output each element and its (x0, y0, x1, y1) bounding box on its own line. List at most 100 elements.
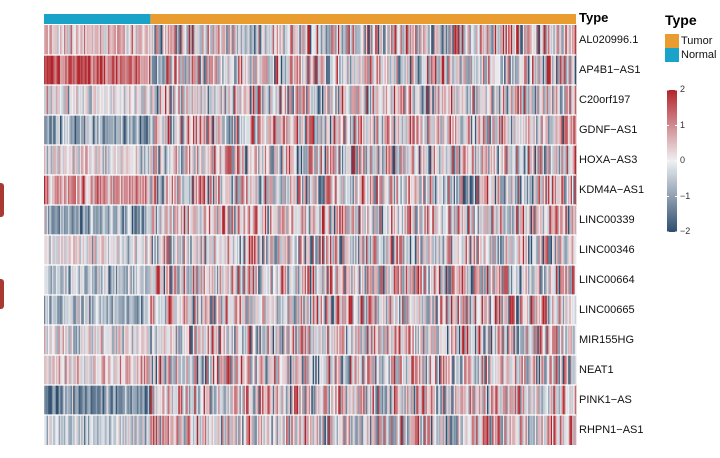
heatmap-cell (230, 355, 232, 385)
heatmap-cell (424, 175, 427, 205)
heatmap-cell (248, 175, 251, 205)
heatmap-cell (497, 235, 500, 265)
heatmap-cell (244, 355, 247, 385)
heatmap-cell (480, 25, 482, 55)
heatmap-cell (415, 295, 417, 325)
heatmap-cell (485, 295, 488, 325)
heatmap-cell (520, 355, 522, 385)
heatmap-cell (299, 295, 302, 325)
heatmap-cell (341, 355, 344, 385)
heatmap-cell (423, 25, 425, 55)
heatmap-cell (141, 145, 143, 175)
heatmap-cell (518, 325, 521, 355)
heatmap-cell (271, 355, 274, 385)
heatmap-cell (87, 175, 90, 205)
heatmap-cell (443, 355, 445, 385)
heatmap-cell (173, 175, 175, 205)
heatmap-cell (299, 205, 302, 235)
heatmap-cell (79, 325, 82, 355)
heatmap-cell (230, 145, 232, 175)
heatmap-cell (355, 85, 357, 115)
heatmap-cell (477, 205, 480, 235)
heatmap-cell (121, 235, 123, 265)
heatmap-cell (107, 265, 110, 295)
heatmap-cell (73, 235, 75, 265)
heatmap-cell (427, 205, 429, 235)
heatmap-cell (359, 25, 361, 55)
heatmap-cell (542, 175, 545, 205)
heatmap-cell (375, 325, 377, 355)
heatmap-cell (284, 385, 287, 415)
heatmap-cell (481, 175, 484, 205)
heatmap-cell (465, 355, 468, 385)
heatmap-cell (180, 55, 183, 85)
heatmap-cell (260, 85, 263, 115)
heatmap-cell (280, 115, 283, 145)
heatmap-cell (349, 85, 352, 115)
heatmap-cell (482, 295, 485, 325)
heatmap-cell (530, 265, 533, 295)
heatmap-cell (266, 325, 268, 355)
heatmap-cell (298, 295, 300, 325)
heatmap-cell (439, 235, 441, 265)
heatmap-cell (179, 295, 182, 325)
heatmap-cell (50, 25, 53, 55)
heatmap-cell (317, 175, 320, 205)
heatmap-cell (228, 325, 231, 355)
heatmap-cell (228, 55, 231, 85)
heatmap-cell (556, 115, 558, 145)
heatmap-cell (47, 355, 50, 385)
heatmap-cell (146, 175, 149, 205)
heatmap-cell (94, 145, 97, 175)
heatmap-cell (67, 295, 70, 325)
heatmap-cell (125, 235, 127, 265)
heatmap-cell (149, 355, 151, 385)
heatmap-cell (525, 145, 528, 175)
heatmap-cell (117, 295, 119, 325)
heatmap-cell (177, 265, 179, 295)
heatmap-cell (508, 175, 510, 205)
heatmap-cell (306, 145, 308, 175)
heatmap-cell (150, 115, 153, 145)
heatmap-cell (203, 295, 206, 325)
heatmap-cell (472, 55, 474, 85)
heatmap-cell (268, 205, 271, 235)
heatmap-cell (445, 145, 448, 175)
heatmap-cell (94, 175, 97, 205)
heatmap-cell (95, 235, 98, 265)
heatmap-cell (61, 385, 63, 415)
heatmap-cell (429, 265, 432, 295)
heatmap-cell (537, 355, 540, 385)
heatmap-cell (204, 205, 207, 235)
heatmap-cell (482, 115, 485, 145)
heatmap-cell (558, 265, 561, 295)
heatmap-cell (545, 115, 548, 145)
heatmap-cell (482, 205, 485, 235)
heatmap-cell (211, 145, 214, 175)
heatmap-cell (558, 325, 561, 355)
heatmap-cell (174, 205, 177, 235)
heatmap-cell (50, 265, 53, 295)
heatmap-cell (145, 325, 147, 355)
heatmap-cell (207, 325, 210, 355)
heatmap-cell (256, 115, 259, 145)
heatmap-cell (526, 355, 529, 385)
heatmap-cell (280, 385, 283, 415)
heatmap-cell (145, 205, 147, 235)
heatmap-cell (167, 115, 170, 145)
heatmap-cell (526, 85, 529, 115)
heatmap-cell (565, 325, 568, 355)
heatmap-cell (504, 295, 506, 325)
heatmap-cell (468, 115, 470, 145)
heatmap-cell (423, 205, 425, 235)
heatmap-cell (252, 25, 255, 55)
heatmap-cell (187, 55, 190, 85)
heatmap-cell (308, 295, 311, 325)
heatmap-cell (501, 145, 504, 175)
heatmap-cell (445, 175, 448, 205)
heatmap-cell (89, 205, 91, 235)
heatmap-cell (62, 25, 65, 55)
heatmap-cell (54, 385, 57, 415)
heatmap-cell (198, 385, 200, 415)
heatmap-cell (71, 295, 74, 325)
